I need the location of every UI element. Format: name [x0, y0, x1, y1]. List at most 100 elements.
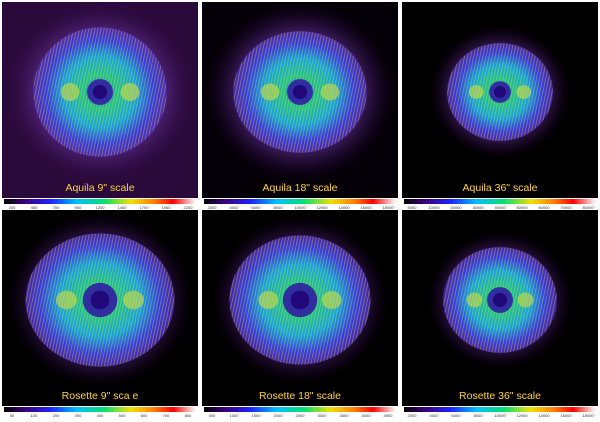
rosette-18-image: [202, 210, 398, 406]
colorbar-tick-label: 80000: [582, 205, 594, 210]
colorbar-tick-label: 10000: [428, 205, 440, 210]
colorbar-tick-label: 2000: [407, 413, 417, 418]
colorbar-tick-label: 1500: [251, 413, 261, 418]
colorbar-aquila-18: [204, 199, 396, 204]
colorbar-tick-label: 500: [118, 413, 126, 418]
hotspot-right: [123, 290, 144, 310]
hotspot-right: [120, 82, 140, 102]
colorbar-tick-label: 18000: [382, 205, 394, 210]
colorbar-aquila-36: [404, 199, 596, 204]
colorbar-tick-label: 14000: [538, 413, 550, 418]
hotspot-right: [320, 83, 340, 101]
colorbar-tick-label: 4500: [383, 413, 393, 418]
colorbar-tick-label: 8000: [473, 413, 483, 418]
panel-rosette-9: Rosette 9" sca e 50 100 200 300 400 500 600 700…: [2, 210, 198, 422]
hotspot-right: [517, 292, 534, 308]
colorbar-tick-label: 18000: [582, 413, 594, 418]
colorbar-tick-label: 950: [74, 205, 82, 210]
colorbar-tick-label: 14000: [338, 205, 350, 210]
colorbar-tick-label: 20000: [450, 205, 462, 210]
colorbar-tick-label: 60000: [538, 205, 550, 210]
colorbar-tick-label: 800: [184, 413, 192, 418]
rosette-36-map: [402, 210, 598, 406]
colorbar-tick-label: 100: [30, 413, 38, 418]
panel-rosette-36: Rosette 36" scale 2000 4000 6000 8000 10000 1…: [402, 210, 598, 422]
colorbar-tick-label: 50000: [516, 205, 528, 210]
colorbar-ticks-rosette-9: 50 100 200 300 400 500 600 700 800: [4, 413, 196, 422]
colorbar-tick-label: 30000: [472, 205, 484, 210]
colorbar-tick-label: 1700: [139, 205, 149, 210]
colorbar-tick-label: 2200: [183, 205, 193, 210]
colorbar-tick-label: 2500: [295, 413, 305, 418]
colorbar-tick-label: 3500: [339, 413, 349, 418]
colorbar-tick-label: 70000: [560, 205, 572, 210]
hotspot-left: [466, 292, 483, 308]
colorbar-tick-label: 2000: [207, 205, 217, 210]
colorbar-rosette-18: [204, 407, 396, 412]
central-hole-core: [492, 292, 508, 308]
colorbar-tick-label: 8000: [273, 205, 283, 210]
central-hole-core: [494, 86, 506, 98]
colorbar-tick-label: 40000: [494, 205, 506, 210]
colorbar-rosette-36: [404, 407, 596, 412]
colorbar-ticks-aquila-9: 200 450 700 950 1200 1450 1700 1950 2200: [4, 205, 196, 214]
aquila-9-image: [2, 2, 198, 198]
aquila-18-map: [202, 2, 398, 198]
panel-aquila-18: Aquila 18" scale 2000 4000 6000 8000 10000 12…: [202, 2, 398, 214]
aquila-36-image: [402, 2, 598, 198]
colorbar-tick-label: 700: [52, 205, 60, 210]
colorbar-ticks-aquila-18: 2000 4000 6000 8000 10000 12000 14000 16000 1800…: [204, 205, 396, 214]
colorbar-tick-label: 1000: [229, 413, 239, 418]
panel-aquila-9: Aquila 9" scale 200 450 700 950 1200 1450 1700…: [2, 2, 198, 214]
colorbar-tick-label: 12000: [316, 205, 328, 210]
colorbar-tick-label: 5000: [407, 205, 417, 210]
rosette-36-image: [402, 210, 598, 406]
caption-rosette-18: Rosette 18" scale: [259, 390, 341, 402]
rosette-9-map: [2, 210, 198, 406]
aquila-9-map: [2, 2, 198, 198]
hotspot-left: [260, 83, 280, 101]
central-hole-core: [90, 290, 110, 310]
hotspot-left: [56, 290, 77, 310]
colorbar-tick-label: 2000: [273, 413, 283, 418]
central-hole-core: [292, 84, 308, 100]
aquila-36-map: [402, 2, 598, 198]
colorbar-tick-label: 700: [162, 413, 170, 418]
colorbar-tick-label: 10000: [494, 413, 506, 418]
rosette-18-map: [202, 210, 398, 406]
colorbar-aquila-9: [4, 199, 196, 204]
hotspot-left: [258, 290, 279, 310]
colorbar-ticks-aquila-36: 5000 10000 20000 30000 40000 50000 60000 70000 8…: [404, 205, 596, 214]
panel-aquila-36: Aquila 36" scale 5000 10000 20000 30000 4000…: [402, 2, 598, 214]
caption-aquila-9: Aquila 9" scale: [65, 182, 135, 194]
caption-aquila-36: Aquila 36" scale: [462, 182, 538, 194]
colorbar-tick-label: 1950: [161, 205, 171, 210]
colorbar-tick-label: 4000: [429, 413, 439, 418]
panel-rosette-18: Rosette 18" scale 500 1000 1500 2000 2500 300…: [202, 210, 398, 422]
central-hole-core: [92, 84, 108, 100]
hotspot-right: [516, 85, 532, 99]
caption-rosette-36: Rosette 36" scale: [459, 390, 541, 402]
colorbar-tick-label: 4000: [229, 205, 239, 210]
hotspot-right: [321, 290, 342, 310]
colorbar-tick-label: 50: [9, 413, 15, 418]
caption-rosette-9: Rosette 9" sca e: [61, 390, 139, 402]
colorbar-tick-label: 1450: [117, 205, 127, 210]
hotspot-left: [60, 82, 80, 102]
colorbar-tick-label: 200: [52, 413, 60, 418]
colorbar-rosette-9: [4, 407, 196, 412]
central-hole-core: [290, 290, 310, 310]
aquila-18-image: [202, 2, 398, 198]
caption-aquila-18: Aquila 18" scale: [262, 182, 338, 194]
colorbar-tick-label: 600: [140, 413, 148, 418]
colorbar-tick-label: 300: [74, 413, 82, 418]
rosette-9-image: [2, 210, 198, 406]
colorbar-ticks-rosette-36: 2000 4000 6000 8000 10000 12000 14000 16000 1800…: [404, 413, 596, 422]
colorbar-tick-label: 6000: [251, 205, 261, 210]
colorbar-tick-label: 10000: [294, 205, 306, 210]
colorbar-tick-label: 200: [8, 205, 16, 210]
colorbar-tick-label: 12000: [516, 413, 528, 418]
colorbar-tick-label: 16000: [560, 413, 572, 418]
colorbar-tick-label: 400: [96, 413, 104, 418]
colorbar-tick-label: 6000: [451, 413, 461, 418]
